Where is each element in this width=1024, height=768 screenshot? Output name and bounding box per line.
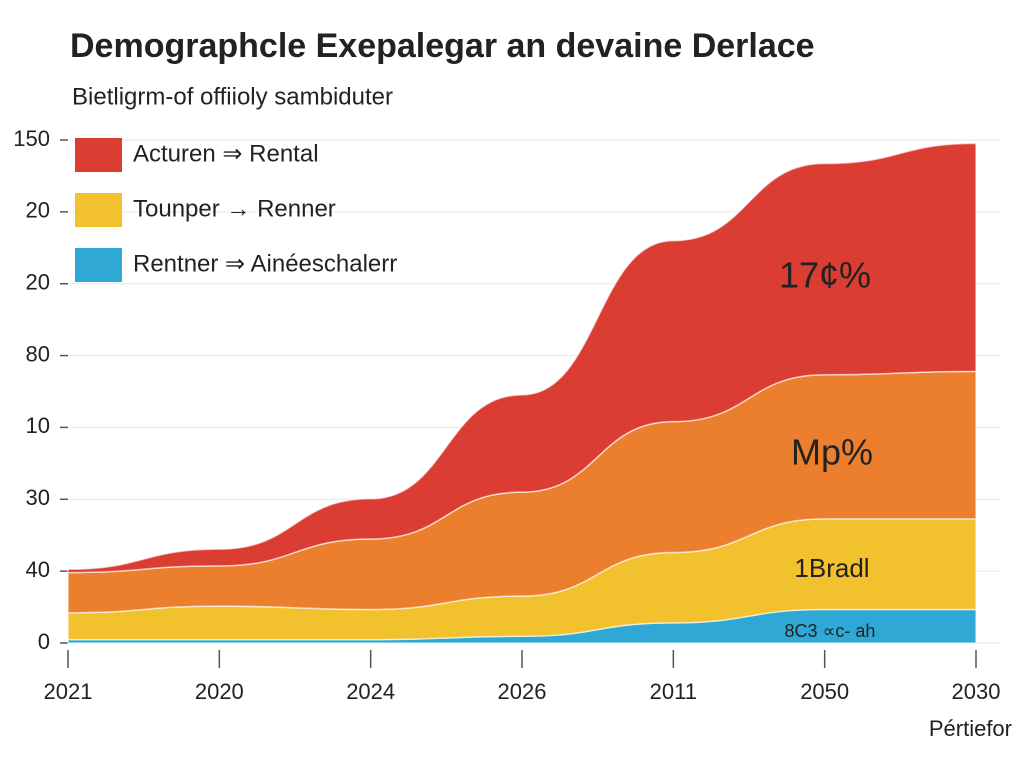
x-axis-label: Pértiefor	[929, 716, 1012, 741]
y-tick-label: 30	[26, 485, 50, 510]
area	[67, 142, 977, 574]
y-tick-label: 20	[26, 270, 50, 295]
legend-swatch	[75, 248, 122, 282]
x-tick-label: 2030	[952, 679, 1001, 704]
annotation: 1Bradl	[794, 553, 869, 583]
x-tick-label: 2020	[195, 679, 244, 704]
y-tick-label: 10	[26, 413, 50, 438]
y-tick-label: 150	[13, 126, 50, 151]
annotation: 17¢%	[779, 255, 871, 296]
y-tick-label: 0	[38, 629, 50, 654]
y-tick-label: 80	[26, 341, 50, 366]
legend-label: Tounper → Renner	[133, 195, 336, 222]
x-tick-label: 2026	[498, 679, 547, 704]
chart-title: Demographcle Exepalegar an devaine Derla…	[70, 27, 815, 65]
legend-swatch	[75, 193, 122, 227]
chart-subtitle: Bietligrm-of offiioly sambiduter	[72, 83, 393, 110]
x-tick-label: 2021	[44, 679, 93, 704]
annotation: Mp%	[791, 432, 873, 473]
annotation: 8C3 ∝c- ah	[785, 621, 876, 641]
legend-label: Acturen ⇒ Rental	[133, 140, 319, 167]
legend-swatch	[75, 138, 122, 172]
x-tick-label: 2024	[346, 679, 395, 704]
x-tick-label: 2050	[800, 679, 849, 704]
y-tick-label: 20	[26, 198, 50, 223]
x-tick-label: 2011	[650, 679, 697, 704]
legend-label: Rentner ⇒ Ainéeschalerr	[133, 250, 397, 277]
y-tick-label: 40	[26, 557, 50, 582]
